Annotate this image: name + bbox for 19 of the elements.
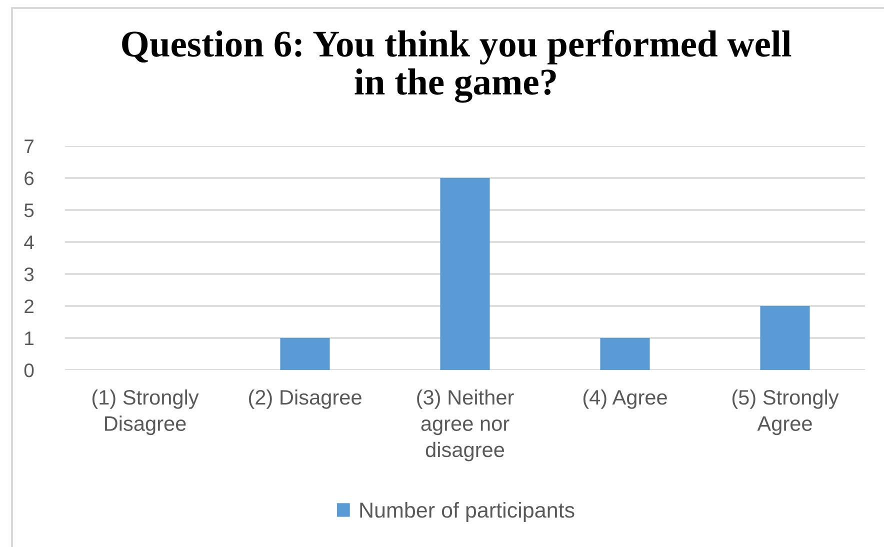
y-tick-label: 0 (24, 363, 34, 378)
x-tick-label: (1) Strongly Disagree (92, 389, 199, 436)
x-tick-label: (4) Agree (583, 389, 667, 409)
legend-label: Number of participants (360, 502, 574, 522)
bar (760, 306, 810, 370)
chart-title: Question 6: You think you performed well in the game? (122, 30, 792, 103)
bar (600, 338, 650, 370)
y-tick-label: 4 (24, 236, 34, 250)
bar (280, 338, 330, 370)
y-tick-label: 7 (24, 140, 34, 154)
y-tick-label: 1 (25, 332, 34, 346)
bar (440, 178, 490, 370)
y-tick-label: 5 (24, 204, 34, 218)
y-tick-label: 2 (24, 299, 34, 314)
y-tick-label: 3 (24, 267, 34, 282)
y-tick-label: 6 (24, 171, 34, 186)
x-tick-label: (3) Neither agree nor disagree (417, 389, 514, 462)
x-tick-label: (2) Disagree (248, 389, 362, 409)
x-tick-label: (5) Strongly Agree (732, 389, 839, 436)
